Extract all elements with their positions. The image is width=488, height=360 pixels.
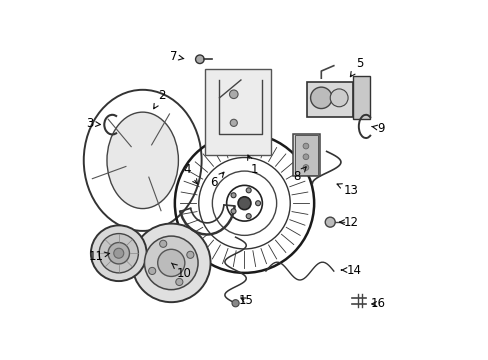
Text: 11: 11 <box>88 249 109 262</box>
Circle shape <box>303 143 308 149</box>
Circle shape <box>159 240 166 247</box>
Text: 13: 13 <box>336 184 358 197</box>
Circle shape <box>148 267 156 275</box>
Circle shape <box>108 243 129 264</box>
Bar <box>306 82 353 117</box>
Circle shape <box>238 197 250 210</box>
Ellipse shape <box>107 112 178 208</box>
Text: 16: 16 <box>369 297 385 310</box>
Text: 15: 15 <box>238 294 253 307</box>
Circle shape <box>325 217 335 227</box>
Text: 14: 14 <box>341 264 361 276</box>
Circle shape <box>186 251 194 258</box>
Circle shape <box>231 300 239 307</box>
Circle shape <box>329 89 347 107</box>
Bar <box>353 76 369 119</box>
Bar <box>294 135 317 175</box>
Text: 9: 9 <box>371 122 384 135</box>
Text: 7: 7 <box>170 50 183 63</box>
Text: 1: 1 <box>247 155 258 176</box>
Circle shape <box>99 234 138 273</box>
Circle shape <box>144 236 198 290</box>
Circle shape <box>303 165 308 170</box>
Circle shape <box>157 249 184 276</box>
Circle shape <box>229 90 238 99</box>
Circle shape <box>195 55 203 64</box>
Circle shape <box>132 224 210 302</box>
Text: 10: 10 <box>171 263 191 280</box>
Text: 4: 4 <box>183 163 197 184</box>
Bar <box>205 69 271 155</box>
Text: 12: 12 <box>339 216 358 229</box>
Circle shape <box>114 248 123 258</box>
Text: 8: 8 <box>293 167 305 183</box>
Circle shape <box>310 87 331 109</box>
Text: 2: 2 <box>153 89 165 109</box>
Circle shape <box>303 154 308 159</box>
Circle shape <box>230 119 237 126</box>
Circle shape <box>230 209 236 214</box>
Circle shape <box>245 213 251 219</box>
Bar <box>292 134 319 176</box>
Circle shape <box>255 201 260 206</box>
Circle shape <box>245 188 251 193</box>
Text: 3: 3 <box>86 117 100 130</box>
Text: 5: 5 <box>350 57 363 77</box>
Text: 6: 6 <box>210 172 224 189</box>
Circle shape <box>175 278 183 285</box>
Circle shape <box>91 225 146 281</box>
Circle shape <box>230 193 236 198</box>
